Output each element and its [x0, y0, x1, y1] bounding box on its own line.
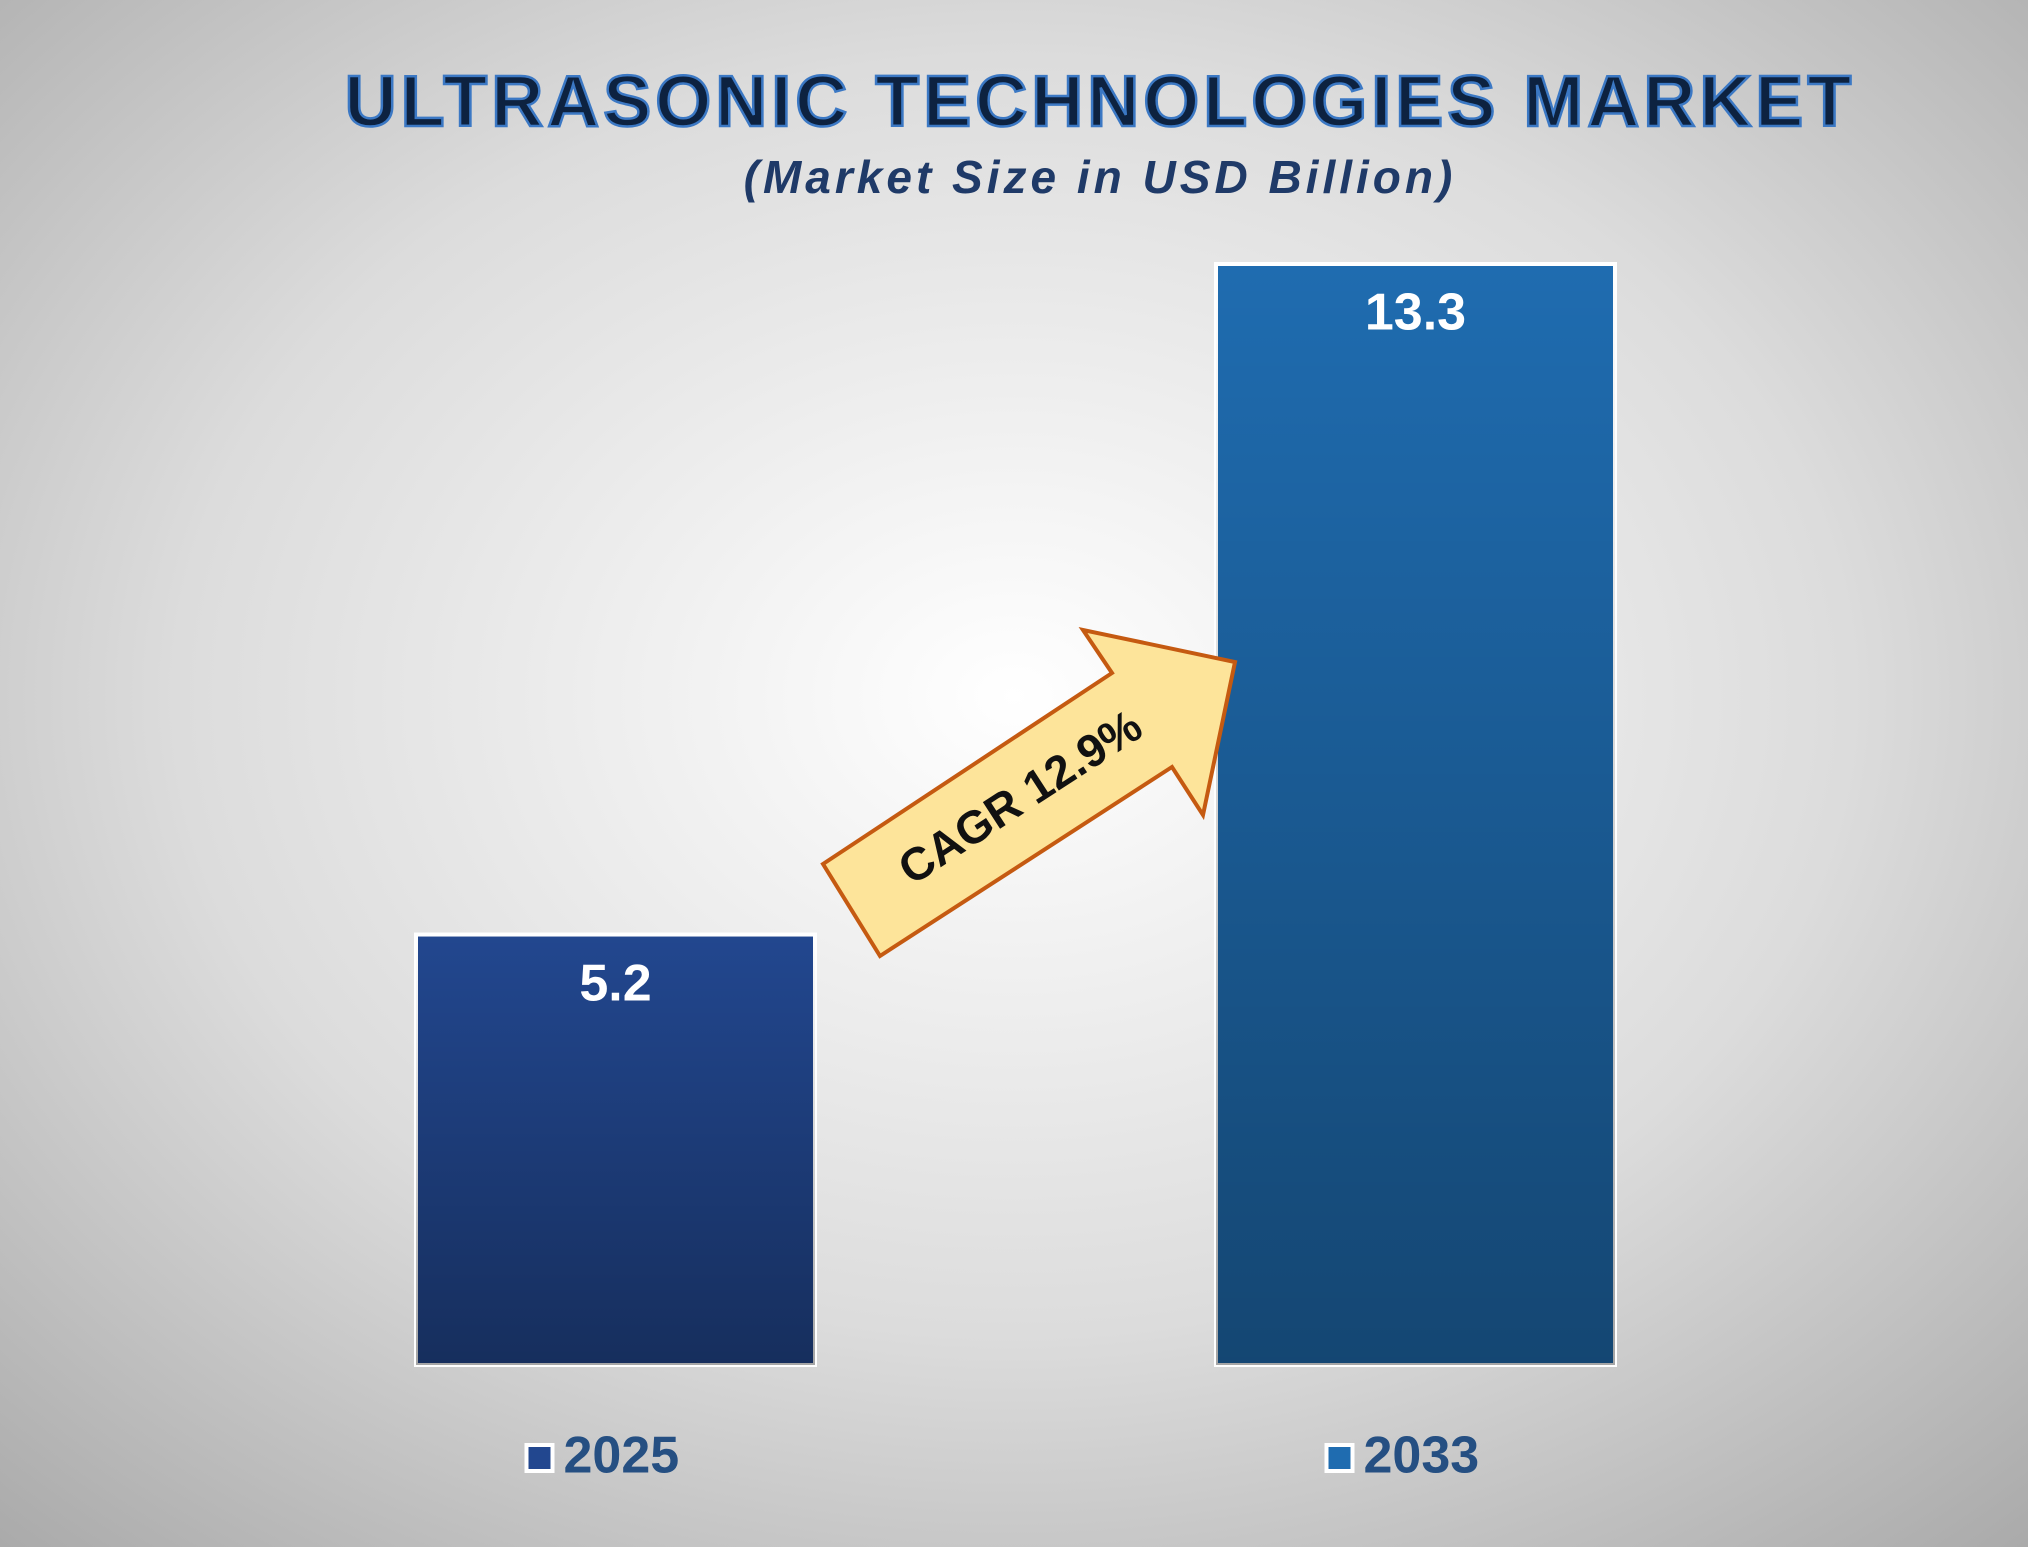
legend-label: 2033: [1364, 1427, 1480, 1485]
bars: 5.2 2025 13.3 2033: [414, 262, 1617, 1485]
bar-shade: [1216, 264, 1615, 1365]
value-label: 5.2: [579, 954, 651, 1012]
bar-shade: [416, 934, 815, 1365]
legend-swatch: [524, 1443, 555, 1473]
cagr-arrow: [820, 627, 1238, 959]
chart-title: ULTRASONIC TECHNOLOGIES MARKET: [345, 62, 1856, 142]
legend-swatch: [1324, 1443, 1355, 1473]
chart-subtitle: (Market Size in USD Billion): [744, 151, 1457, 203]
value-label: 13.3: [1365, 284, 1466, 342]
legend-label: 2025: [564, 1427, 680, 1485]
